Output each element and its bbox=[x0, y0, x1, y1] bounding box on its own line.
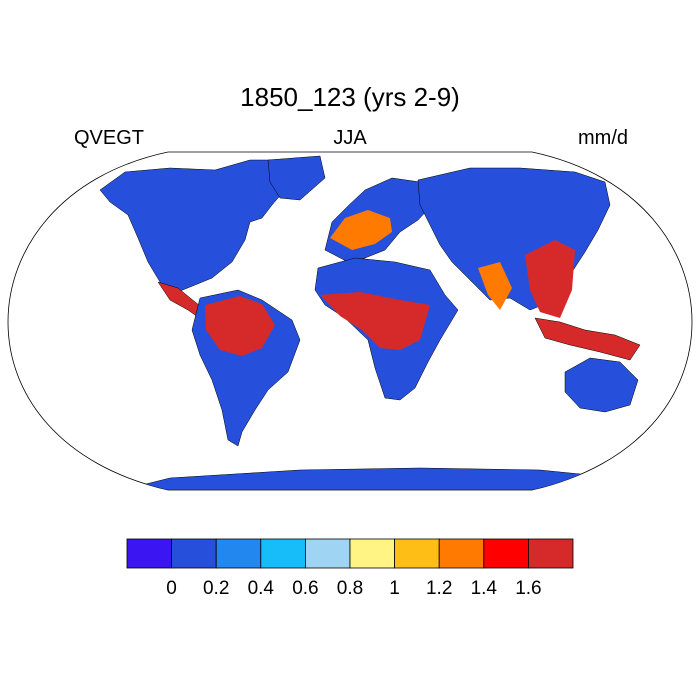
season-label: JJA bbox=[333, 127, 367, 149]
north-america bbox=[99, 159, 296, 296]
colorbar-box bbox=[349, 538, 395, 569]
colorbar-box bbox=[171, 538, 217, 569]
colorbar-tick-label: 0.2 bbox=[203, 578, 229, 599]
amazon-hotspot bbox=[205, 296, 275, 356]
variable-label: QVEGT bbox=[74, 127, 145, 149]
europe-hotspot bbox=[330, 210, 392, 250]
colorbar-tick-label: 0.8 bbox=[337, 578, 363, 599]
colorbar-tick-label: 1.2 bbox=[426, 578, 452, 599]
colorbar-box bbox=[394, 538, 440, 569]
colorbar-tick-label: 0.4 bbox=[248, 578, 275, 599]
australia bbox=[564, 357, 639, 413]
africa-hotspot bbox=[320, 292, 430, 350]
colorbar-tick-label: 1 bbox=[389, 578, 400, 599]
units-label: mm/d bbox=[578, 127, 628, 149]
colorbar-box bbox=[126, 538, 172, 569]
colorbar-tick-label: 0 bbox=[166, 578, 177, 599]
colorbar-tick-label: 0.6 bbox=[292, 578, 318, 599]
antarctica bbox=[129, 467, 651, 490]
colorbar-box bbox=[483, 538, 529, 569]
india-hotspot bbox=[478, 262, 512, 310]
colorbar-box bbox=[215, 538, 262, 569]
colorbar-box bbox=[438, 538, 485, 569]
se-asia-hotspot bbox=[525, 240, 575, 318]
colorbar-tick-label: 1.6 bbox=[515, 578, 541, 599]
maritime-continent bbox=[534, 317, 641, 361]
colorbar-box bbox=[260, 538, 306, 569]
colorbar-box bbox=[304, 538, 351, 569]
colorbar-tick-label: 1.4 bbox=[471, 578, 498, 599]
plot-title: 1850_123 (yrs 2-9) bbox=[240, 82, 460, 112]
greenland bbox=[267, 155, 326, 201]
colorbar-box bbox=[528, 538, 574, 569]
